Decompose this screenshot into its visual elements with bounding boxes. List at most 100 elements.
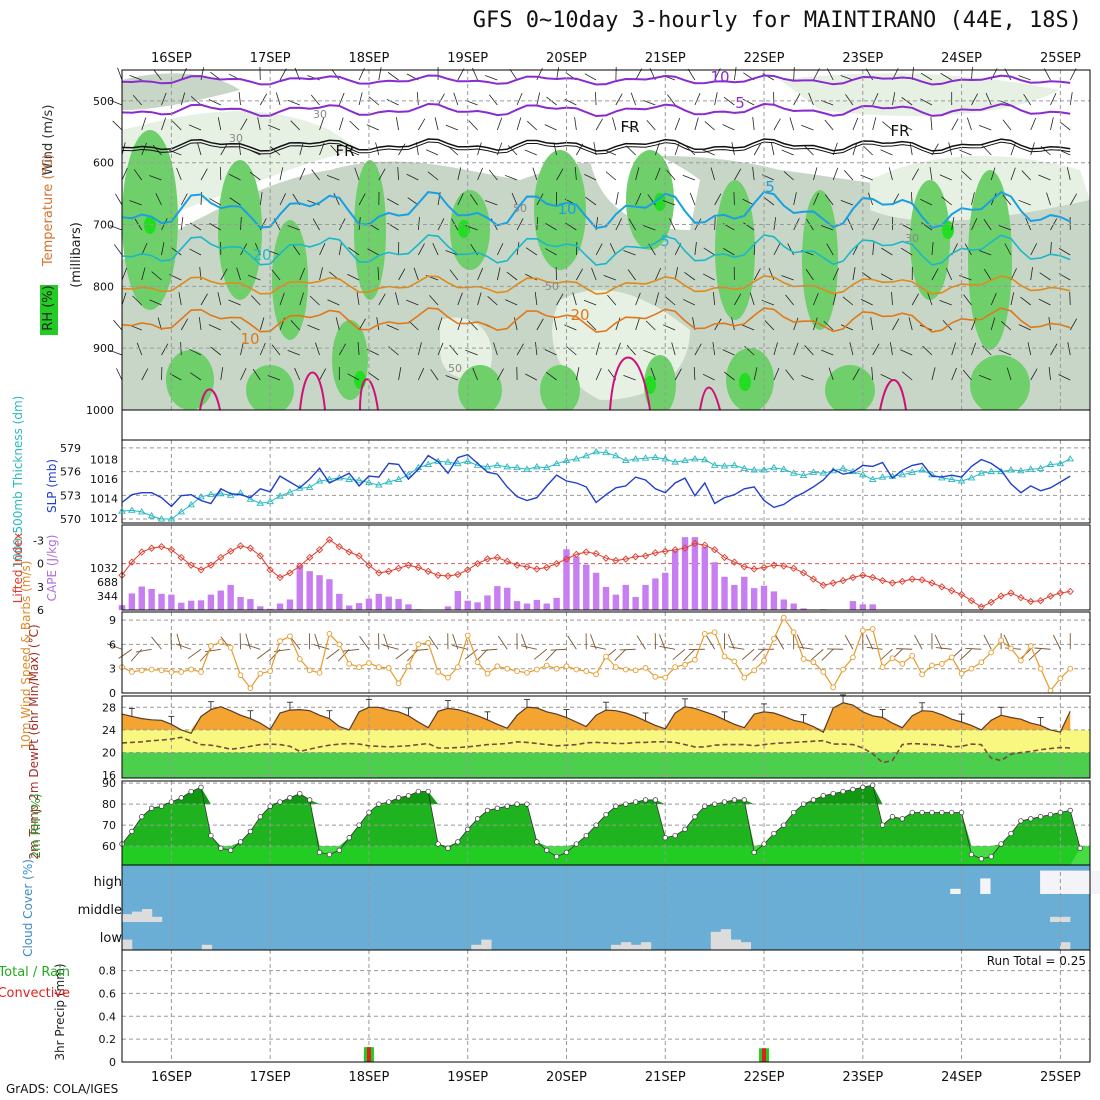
wind-barb [170, 246, 182, 256]
surface-wind-barb [866, 646, 883, 650]
wind-barb [963, 294, 972, 306]
thickness-frame [121, 439, 1091, 524]
wind-speed-point [968, 665, 975, 672]
contour-label: 30 [313, 108, 327, 121]
isotherm-25 [879, 379, 907, 411]
rh-point [158, 803, 165, 809]
cloud-cell-low [1060, 942, 1071, 950]
cape-bar [375, 593, 383, 610]
ylabel-temp2m: 2m Temp 2m DewPt (6hr Min/Max) (°C) [27, 624, 41, 859]
cape-bar [316, 575, 323, 610]
wind-speed-point [632, 667, 639, 674]
rh-fill-top [122, 785, 1081, 805]
wind-speed-point [385, 665, 392, 671]
cloud-cell-low [471, 944, 482, 950]
wind-barb [694, 343, 702, 356]
lifted-index-point [177, 553, 185, 562]
surface-wind-barb [614, 648, 627, 662]
wind-barb [217, 292, 222, 306]
cloud-cell-low [201, 944, 213, 950]
wind-barb [507, 145, 518, 156]
wind-barb [922, 345, 933, 356]
contour-label: FR [620, 118, 639, 136]
lifted-index-point [227, 547, 235, 555]
wind-barb [1058, 374, 1071, 381]
wind-barb [468, 320, 478, 331]
wind-barb [387, 72, 399, 81]
wind-barb [734, 67, 737, 81]
thickness-point [147, 512, 156, 519]
wind-barb [229, 197, 241, 206]
wind-barb [920, 98, 933, 106]
wind-barb [585, 196, 597, 206]
isotherm-5 [121, 190, 1071, 230]
pressure-tick: 700 [93, 219, 114, 232]
thickness-tick: 576 [60, 466, 81, 479]
rh-point [474, 816, 481, 822]
thickness-point [918, 466, 926, 473]
lifted-index-line [121, 539, 1071, 608]
wind-barb [271, 269, 281, 281]
lifted-index-point [701, 541, 709, 549]
wind-barb [768, 267, 775, 281]
rh-point [356, 822, 362, 828]
thickness-point [384, 478, 393, 485]
wind-barb [427, 171, 439, 181]
rh-point [1067, 807, 1073, 814]
wind-speed-point [810, 659, 817, 666]
surface-wind-barb [619, 648, 636, 651]
cape-bar [326, 579, 333, 610]
wind-barb [872, 218, 880, 231]
rh-point [682, 826, 688, 832]
wind-speed-point [721, 653, 728, 660]
lifted-index-point [730, 558, 739, 566]
lifted-index-point [898, 577, 906, 586]
wind-barb [496, 267, 501, 281]
lifted-index-point [266, 566, 274, 574]
wind-barb [319, 243, 326, 256]
wind-barb [299, 292, 304, 306]
wind-speed-point [168, 669, 175, 675]
thickness-point [325, 475, 334, 482]
wind-barb [141, 368, 149, 381]
wind-speed-point [731, 658, 738, 665]
wind-barb [556, 168, 564, 181]
contour-label: 10 [710, 68, 729, 86]
lifted-index-point [513, 561, 521, 569]
wind-barb [437, 93, 445, 106]
wind-speed-point [454, 664, 461, 670]
cape-bar [770, 591, 778, 610]
wind-barb [842, 296, 854, 306]
cape-bar [247, 599, 254, 610]
thickness-point [276, 492, 284, 499]
wind-barb [623, 250, 636, 256]
wind-barb [330, 145, 340, 156]
rh-point [405, 793, 412, 799]
surface-wind-barb [672, 648, 686, 660]
date-label-top: 19SEP [447, 51, 488, 66]
wind-barb [141, 267, 146, 281]
wind-barb [900, 124, 913, 131]
wind-speed-point [277, 638, 283, 645]
wind-barb [961, 170, 972, 181]
thickness-point [137, 508, 146, 515]
thickness-point [641, 454, 650, 461]
wind-speed-point [217, 639, 224, 645]
rh-point [1018, 818, 1024, 824]
surface-wind-barb [914, 634, 923, 650]
wind-speed-point [138, 667, 145, 674]
cape-bar [671, 550, 679, 610]
wind-barb [327, 175, 340, 181]
surface-wind-barb [204, 648, 221, 653]
wind-barb [693, 366, 696, 381]
rh-point [504, 803, 510, 809]
date-label-top: 24SEP [941, 51, 982, 66]
thickness-point [315, 477, 324, 484]
wind-barb [406, 173, 419, 181]
rh-point [1028, 816, 1034, 822]
rh-point [939, 809, 945, 816]
wind-barb [813, 167, 818, 181]
cape-bar [158, 593, 165, 610]
lifted-index-point [790, 564, 798, 572]
rh2m-panel: 60 70 80 90 [102, 777, 1091, 866]
